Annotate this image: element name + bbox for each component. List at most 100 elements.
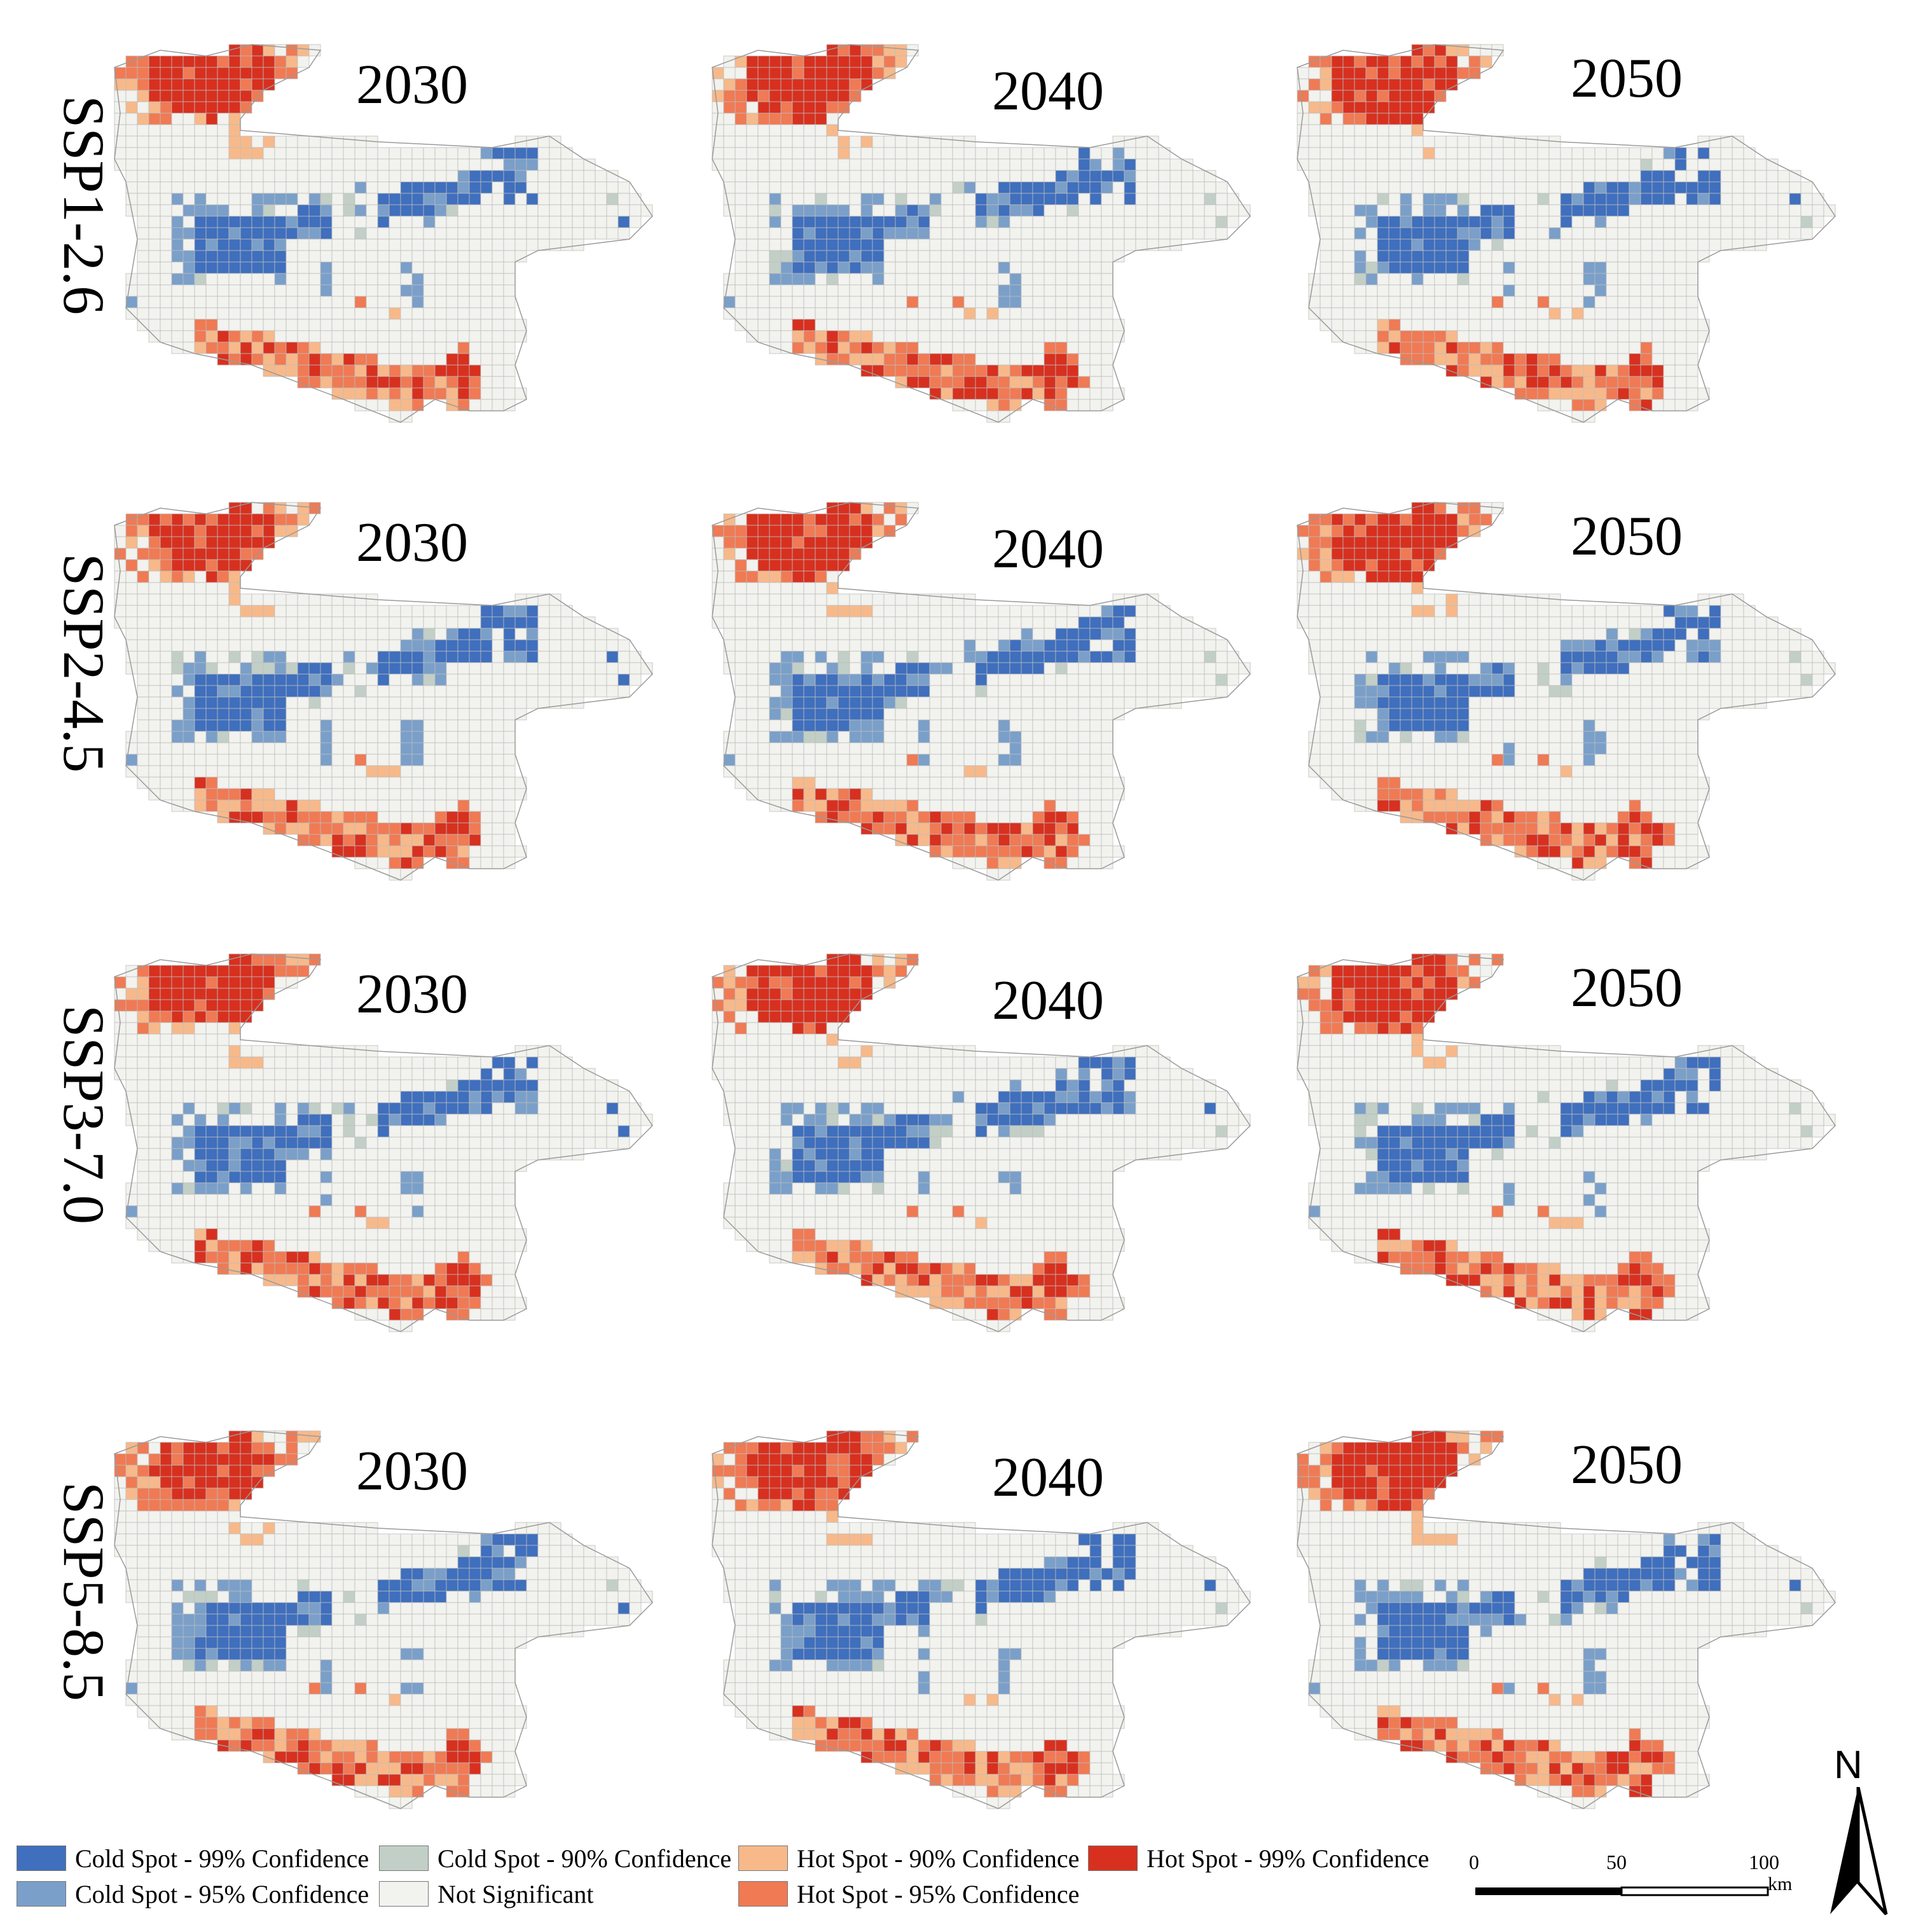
grid-cell-ns: [469, 742, 481, 755]
grid-cell-cold99: [1445, 250, 1458, 263]
grid-cell-ns: [1320, 628, 1332, 640]
grid-cell-hot95: [975, 822, 988, 835]
grid-cell-cold99: [1032, 181, 1045, 194]
grid-cell-ns: [1124, 238, 1136, 251]
grid-cell-cold99: [1423, 227, 1435, 240]
grid-cell-ns: [712, 158, 724, 171]
grid-cell-ns: [1055, 731, 1068, 743]
grid-cell-ns: [354, 708, 367, 721]
grid-cell-ns: [1594, 342, 1607, 354]
grid-cell-cold99: [1021, 181, 1033, 194]
grid-cell-cold99: [837, 696, 850, 709]
grid-cell-ns: [1548, 628, 1561, 640]
grid-cell-hot95: [160, 548, 172, 560]
grid-cell-ns: [1663, 216, 1676, 228]
grid-cell-ns: [343, 273, 355, 286]
grid-cell-ns: [1743, 651, 1756, 663]
grid-cell-ns: [1227, 193, 1239, 205]
grid-cell-ns: [1066, 250, 1079, 263]
grid-cell-ns: [503, 227, 516, 240]
grid-cell-ns: [183, 319, 195, 331]
grid-cell-ns: [457, 273, 470, 286]
grid-cell-cold95: [297, 227, 310, 240]
grid-cell-ns: [286, 605, 298, 618]
grid-cell-ns: [872, 147, 885, 160]
grid-cell-ns: [826, 765, 839, 778]
grid-cell-ns: [469, 250, 481, 263]
grid-cell-hot95: [826, 101, 839, 114]
grid-cell-ns: [1181, 204, 1194, 217]
grid-cell-hot99: [792, 788, 804, 801]
grid-cell-hot99: [1354, 548, 1367, 560]
grid-cell-hot95: [872, 342, 885, 354]
grid-cell-hot95: [469, 387, 481, 400]
grid-cell-ns: [411, 708, 424, 721]
grid-cell-cold99: [320, 662, 333, 675]
grid-cell-ns: [941, 799, 953, 812]
grid-cell-ns: [1548, 639, 1561, 652]
grid-cell-ns: [263, 616, 275, 629]
grid-cell-cold99: [1594, 662, 1607, 675]
grid-cell-ns: [1491, 284, 1504, 297]
grid-cell-ns: [1021, 696, 1033, 709]
grid-cell-ns: [1663, 319, 1676, 331]
grid-cell-cold95: [1009, 754, 1022, 766]
grid-cell-ns: [1812, 193, 1824, 205]
grid-cell-cold90: [446, 204, 458, 217]
grid-cell-hot99: [826, 513, 839, 526]
grid-cell-ns: [1674, 651, 1687, 663]
grid-cell-ns: [803, 765, 816, 778]
grid-cell-ns: [1078, 811, 1091, 824]
grid-cell-ns: [354, 696, 367, 709]
grid-cell-ns: [148, 765, 161, 778]
grid-cell-ns: [1526, 651, 1538, 663]
grid-cell-ns: [606, 685, 619, 698]
grid-cell-cold99: [205, 708, 218, 721]
grid-cell-hot95: [975, 364, 988, 377]
grid-cell-ns: [757, 696, 770, 709]
grid-cell-hot90: [125, 101, 138, 114]
grid-cell-ns: [906, 158, 919, 171]
grid-cell-ns: [769, 788, 782, 801]
grid-cell-ns: [137, 193, 149, 205]
grid-cell-ns: [434, 216, 447, 228]
grid-cell-ns: [815, 776, 827, 789]
grid-cell-ns: [929, 776, 942, 789]
grid-cell-ns: [1032, 296, 1045, 308]
grid-cell-ns: [549, 616, 562, 629]
grid-cell-cold99: [1089, 651, 1102, 663]
grid-cell-hot99: [446, 822, 458, 835]
grid-cell-hot99: [228, 548, 241, 560]
grid-cell-ns: [1308, 147, 1321, 160]
grid-cell-hot99: [205, 55, 218, 68]
grid-cell-ns: [194, 570, 207, 583]
grid-cell-ns: [1078, 742, 1091, 755]
grid-cell-hot95: [1331, 559, 1344, 572]
grid-cell-cold99: [194, 261, 207, 274]
grid-cell-ns: [354, 147, 367, 160]
grid-cell-ns: [286, 158, 298, 171]
grid-cell-ns: [1388, 639, 1401, 652]
grid-cell-ns: [1537, 216, 1550, 228]
grid-cell-ns: [1640, 605, 1653, 618]
grid-cell-ns: [1468, 273, 1481, 286]
grid-cell-ns: [183, 616, 195, 629]
grid-cell-ns: [1560, 158, 1573, 171]
grid-cell-hot99: [860, 342, 873, 354]
grid-cell-hot90: [1377, 319, 1389, 331]
grid-cell-hot95: [723, 101, 736, 114]
grid-cell-cold95: [1089, 158, 1102, 171]
grid-cell-cold99: [480, 170, 493, 183]
grid-cell-ns: [503, 673, 516, 686]
grid-cell-ns: [446, 342, 458, 354]
grid-cell-ns: [1411, 204, 1424, 217]
grid-cell-cold95: [400, 719, 413, 732]
grid-cell-ns: [1192, 673, 1205, 686]
grid-cell-ns: [1320, 662, 1332, 675]
grid-cell-hot90: [1411, 582, 1424, 595]
grid-cell-ns: [492, 307, 504, 320]
grid-cell-ns: [1651, 605, 1664, 618]
grid-cell-cold95: [480, 628, 493, 640]
grid-cell-cold95: [320, 719, 333, 732]
grid-cell-ns: [526, 204, 539, 217]
